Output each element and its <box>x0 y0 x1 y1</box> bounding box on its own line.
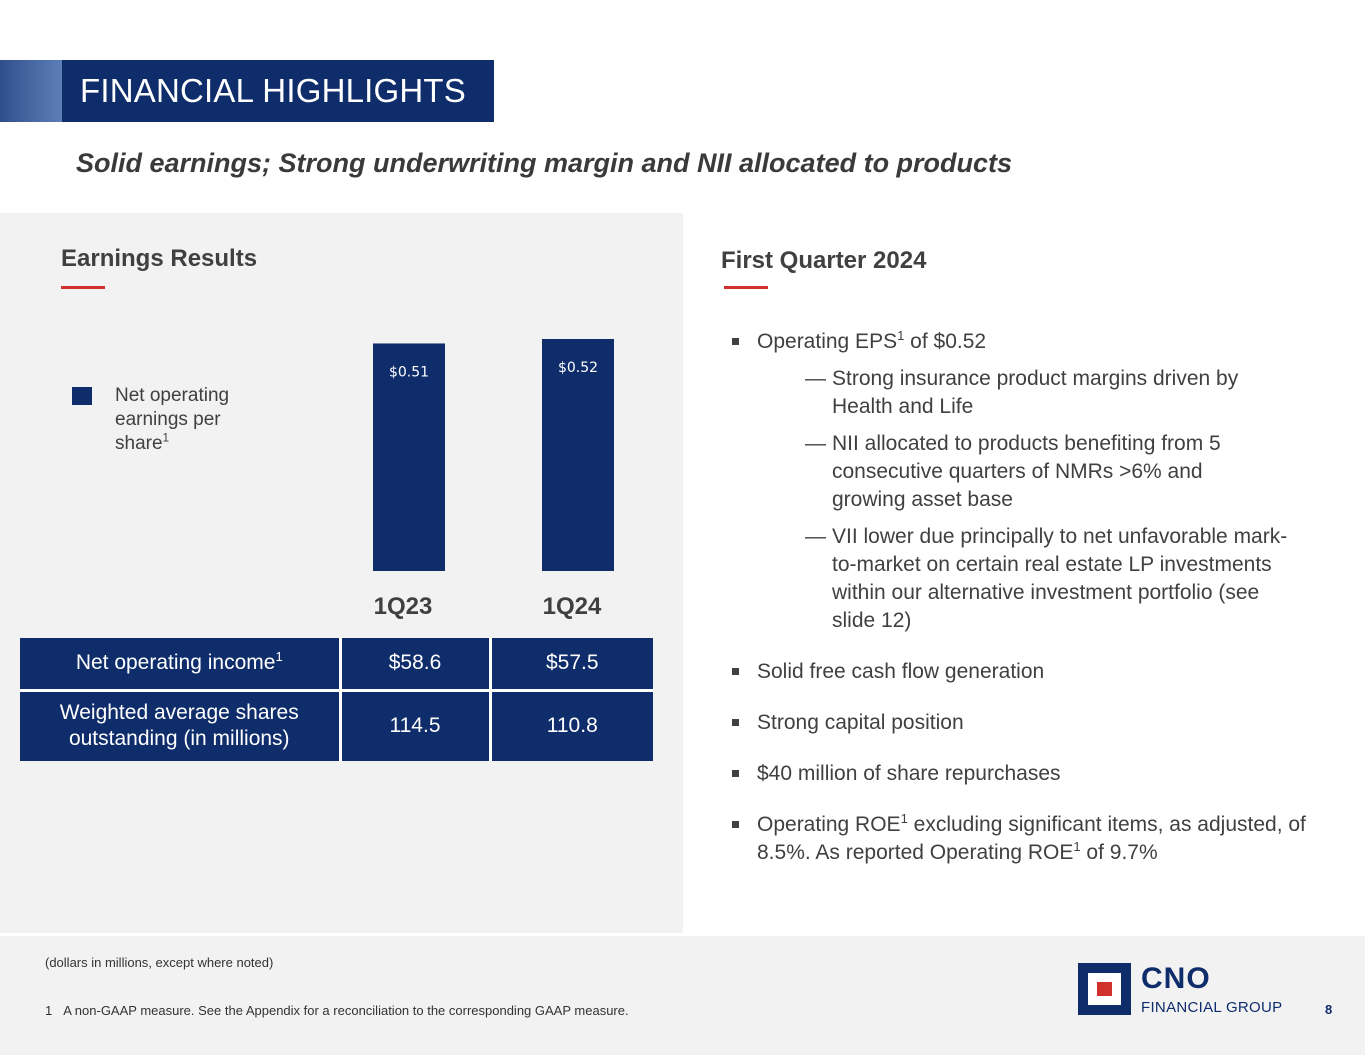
highlights-list: Operating EPS1 of $0.52 — Strong insuranc… <box>730 328 1340 867</box>
data-label-1q23: $0.51 <box>389 364 429 380</box>
weighted-shares-1q24: 110.8 <box>490 690 653 761</box>
list-subitem: — VII lower due principally to net unfavo… <box>805 525 1288 632</box>
bar-1q23 <box>373 343 445 571</box>
list-subitem: — NII allocated to products benefiting fr… <box>805 432 1221 511</box>
tick-label-1q23: 1Q23 <box>374 593 433 620</box>
list-item: Operating ROE1 excluding significant ite… <box>730 811 1340 867</box>
logo-wordmark: CNO <box>1141 962 1211 995</box>
eps-bar-chart: $0.51 1Q23 $0.52 1Q24 <box>373 339 614 620</box>
quarter-heading-rule <box>724 286 768 289</box>
units-note: (dollars in millions, except where noted… <box>45 955 274 970</box>
data-label-1q24: $0.52 <box>558 360 598 376</box>
table-row: Weighted average shares outstanding (in … <box>20 690 653 761</box>
net-operating-income-1q23: $58.6 <box>340 638 492 692</box>
legend-sup: 1 <box>162 431 170 445</box>
legend-swatch <box>72 387 92 405</box>
page-number: 8 <box>1325 1002 1333 1017</box>
weighted-shares-1q23: 114.5 <box>340 690 492 761</box>
earnings-heading-rule <box>61 286 105 289</box>
weighted-shares-label: Weighted average shares outstanding (in … <box>20 690 342 761</box>
list-subitem: — Strong insurance product margins driven… <box>805 367 1239 418</box>
table-row: Net operating income1 $58.6 $57.5 <box>20 638 653 692</box>
earnings-panel <box>0 213 683 933</box>
list-item: Strong capital position <box>730 709 1340 737</box>
earnings-table: Net operating income1 $58.6 $57.5 Weight… <box>20 638 653 761</box>
list-item: $40 million of share repurchases <box>730 760 1340 788</box>
list-item: Operating EPS1 of $0.52 <box>730 328 1340 356</box>
net-operating-income-label: Net operating income1 <box>20 638 342 692</box>
legend-label: Net operating earnings per share1 <box>115 384 265 456</box>
logo-subtext: FINANCIAL GROUP <box>1141 999 1283 1016</box>
bar-1q24 <box>542 339 614 571</box>
footer <box>0 936 1365 1055</box>
cno-logo-mark <box>1078 963 1131 1015</box>
earnings-heading: Earnings Results <box>61 245 258 272</box>
page-subtitle: Solid earnings; Strong underwriting marg… <box>76 148 1013 178</box>
net-operating-income-1q24: $57.5 <box>490 638 653 692</box>
list-item: Solid free cash flow generation <box>730 658 1340 686</box>
title-accent <box>0 60 62 122</box>
tick-label-1q24: 1Q24 <box>543 593 602 620</box>
legend-text: Net operating earnings per share <box>115 385 230 454</box>
page-title: FINANCIAL HIGHLIGHTS <box>62 60 494 122</box>
quarter-heading: First Quarter 2024 <box>721 247 927 274</box>
